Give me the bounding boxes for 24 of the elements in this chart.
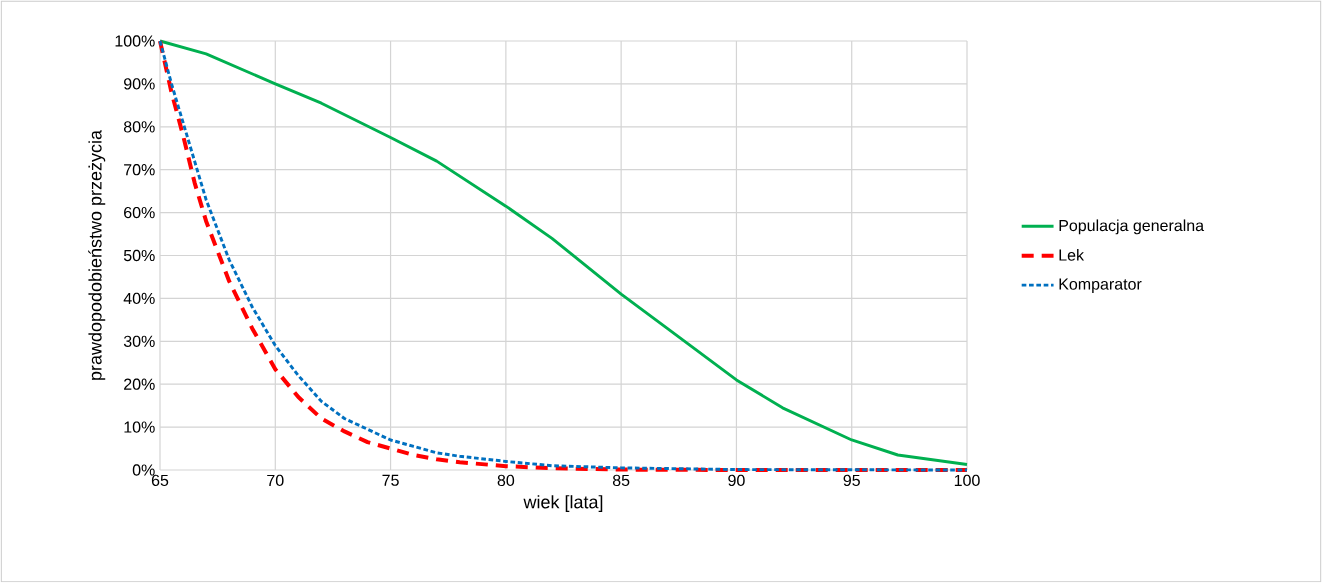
legend-label: Populacja generalna <box>1059 219 1205 235</box>
y-tick-label: 90% <box>124 78 155 90</box>
y-tick-label: 20% <box>124 378 155 390</box>
y-tick-label: 50% <box>123 249 155 262</box>
legend-label: Lek <box>1059 249 1085 261</box>
y-axis-title: prawdopodobieństwo przeżycia <box>88 129 106 380</box>
y-tick-label: 70% <box>124 164 155 176</box>
y-tick-label: 10% <box>124 421 155 433</box>
x-tick-label: 80 <box>497 474 515 487</box>
x-axis-title: wiek [lata] <box>523 495 603 512</box>
x-tick-label: 90 <box>728 474 745 487</box>
x-tick-label: 85 <box>612 474 630 487</box>
y-tick-label: 60% <box>124 206 155 219</box>
x-tick-label: 65 <box>151 474 169 487</box>
y-tick-label: 0% <box>132 464 155 476</box>
x-tick-label: 95 <box>843 474 860 487</box>
y-tick-label: 80% <box>123 121 155 133</box>
y-tick-label: 40% <box>123 292 155 305</box>
x-tick-label: 75 <box>382 474 399 486</box>
x-tick-label: 70 <box>267 474 284 487</box>
y-tick-label: 30% <box>123 335 155 347</box>
y-tick-label: 100% <box>115 35 155 47</box>
legend-label: Komparator <box>1059 278 1142 293</box>
x-tick-label: 100 <box>954 474 980 487</box>
